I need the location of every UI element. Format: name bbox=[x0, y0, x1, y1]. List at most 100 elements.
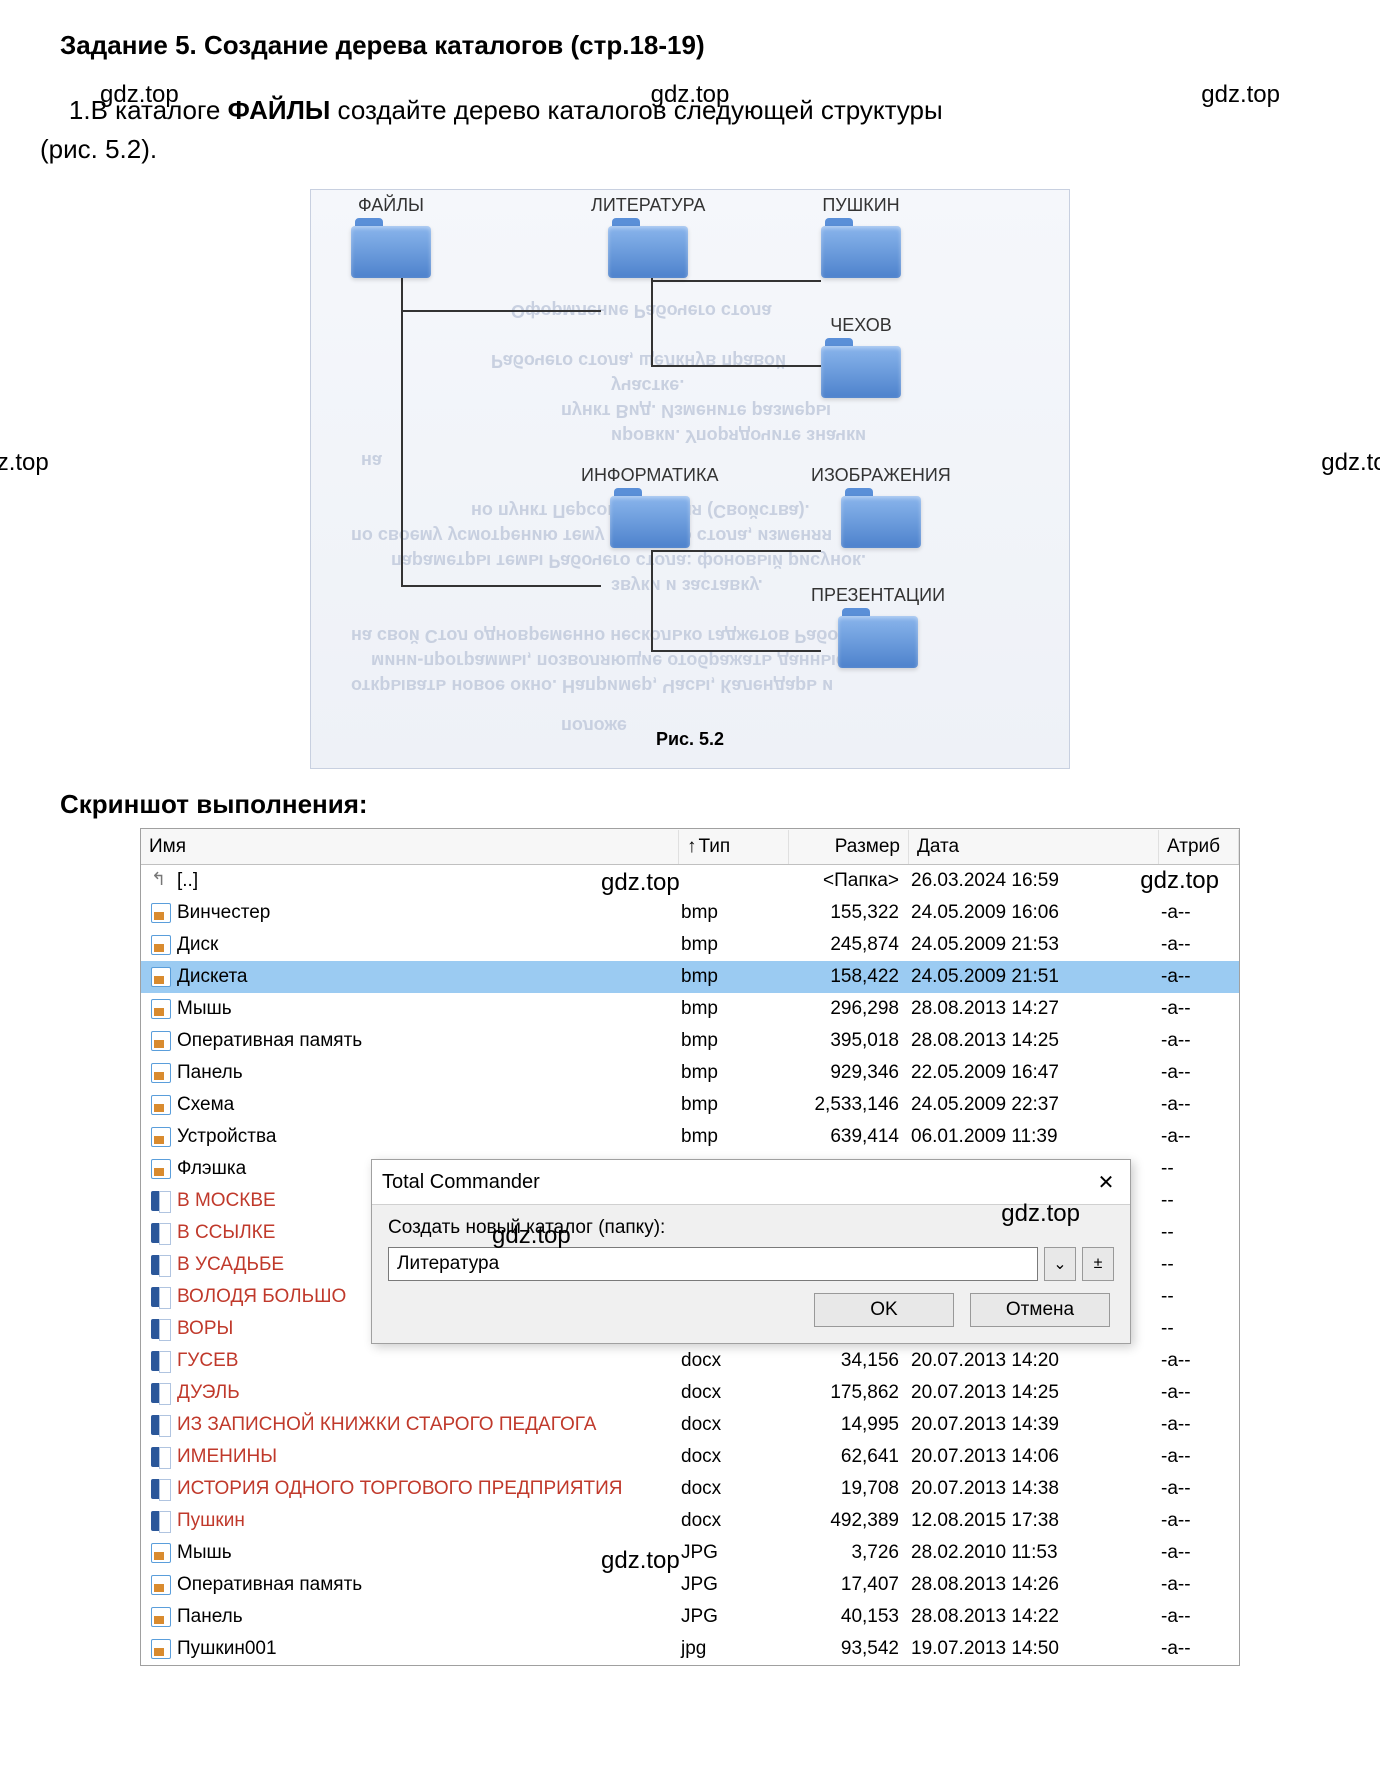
file-row[interactable]: ИСТОРИЯ ОДНОГО ТОРГОВОГО ПРЕДПРИЯТИЯdocx… bbox=[141, 1473, 1239, 1505]
file-row[interactable]: Панельbmp929,34622.05.2009 16:47-a-- bbox=[141, 1057, 1239, 1089]
file-name-cell: Оперативная память bbox=[145, 1571, 675, 1599]
watermark-text: gdz.top bbox=[1201, 81, 1280, 109]
file-attr-cell: -a-- bbox=[1155, 1475, 1235, 1503]
file-manager-panel: Имя Тип Размер Дата Атриб [..]<Папка>26.… bbox=[140, 828, 1240, 1666]
docx-icon bbox=[151, 1255, 171, 1275]
file-size-cell: 175,862 bbox=[785, 1379, 905, 1407]
file-name-cell: ИЗ ЗАПИСНОЙ КНИЖКИ СТАРОГО ПЕДАГОГА bbox=[145, 1411, 675, 1439]
folder-icon bbox=[841, 488, 921, 548]
file-ext-cell: bmp bbox=[675, 1123, 785, 1151]
file-row[interactable]: ИЗ ЗАПИСНОЙ КНИЖКИ СТАРОГО ПЕДАГОГАdocx1… bbox=[141, 1409, 1239, 1441]
bg-text: на свой Стол одновременно несколько гадж… bbox=[351, 625, 877, 646]
file-size-cell: 2,533,146 bbox=[785, 1091, 905, 1119]
file-row[interactable]: Мышьbmp296,29828.08.2013 14:27-a-- bbox=[141, 993, 1239, 1025]
folder-name-input[interactable] bbox=[388, 1247, 1038, 1281]
file-attr-cell: -a-- bbox=[1155, 931, 1235, 959]
file-row[interactable]: Винчестерbmp155,32224.05.2009 16:06-a-- bbox=[141, 897, 1239, 929]
file-name-cell: Схема bbox=[145, 1091, 675, 1119]
file-name-cell: Оперативная память bbox=[145, 1027, 675, 1055]
file-attr-cell: -- bbox=[1155, 1187, 1235, 1215]
bmp-icon bbox=[151, 935, 171, 955]
bmp-icon bbox=[151, 1063, 171, 1083]
header-name[interactable]: Имя bbox=[141, 830, 679, 864]
tree-button[interactable]: ± bbox=[1082, 1247, 1114, 1281]
file-name-cell: Дискета bbox=[145, 963, 675, 991]
bg-text: мини-программы, позволяющие отображать д… bbox=[371, 650, 846, 671]
file-attr-cell: -a-- bbox=[1155, 1123, 1235, 1151]
file-name-cell: Панель bbox=[145, 1603, 675, 1631]
dialog-title-text: Total Commander bbox=[382, 1171, 540, 1194]
file-ext-cell: docx bbox=[675, 1411, 785, 1439]
docx-icon bbox=[151, 1223, 171, 1243]
folder-icon bbox=[821, 338, 901, 398]
file-date-cell: 22.05.2009 16:47 bbox=[905, 1059, 1155, 1087]
file-name-text: В МОСКВЕ bbox=[177, 1190, 276, 1212]
file-ext-cell: docx bbox=[675, 1379, 785, 1407]
file-row[interactable]: Оперативная памятьJPG17,40728.08.2013 14… bbox=[141, 1569, 1239, 1601]
file-size-cell: 62,641 bbox=[785, 1443, 905, 1471]
bg-text: открывать новое окно. Например, Часы, Ка… bbox=[351, 675, 833, 696]
file-ext-cell: docx bbox=[675, 1443, 785, 1471]
dialog-input-row: ⌄ ± bbox=[388, 1247, 1114, 1281]
file-row[interactable]: ИМЕНИНЫdocx62,64120.07.2013 14:06-a-- bbox=[141, 1441, 1239, 1473]
file-name-text: ИСТОРИЯ ОДНОГО ТОРГОВОГО ПРЕДПРИЯТИЯ bbox=[177, 1478, 622, 1500]
connector bbox=[651, 275, 653, 365]
file-date-cell: 06.01.2009 11:39 bbox=[905, 1123, 1155, 1151]
folder-label: ФАЙЛЫ bbox=[358, 195, 424, 216]
file-row[interactable]: Оперативная памятьbmp395,01828.08.2013 1… bbox=[141, 1025, 1239, 1057]
file-size-cell: 395,018 bbox=[785, 1027, 905, 1055]
file-attr-cell: -a-- bbox=[1155, 963, 1235, 991]
file-name-text: Панель bbox=[177, 1062, 243, 1084]
file-row[interactable]: Пушкинdocx492,38912.08.2015 17:38-a-- bbox=[141, 1505, 1239, 1537]
bmp-icon bbox=[151, 999, 171, 1019]
cancel-button[interactable]: Отмена bbox=[970, 1293, 1110, 1327]
file-attr-cell: -- bbox=[1155, 1283, 1235, 1311]
bmp-icon bbox=[151, 1159, 171, 1179]
file-name-text: ВОРЫ bbox=[177, 1318, 233, 1340]
file-attr-cell: -a-- bbox=[1155, 1379, 1235, 1407]
file-name-cell: Мышь bbox=[145, 1539, 675, 1567]
file-ext-cell: JPG bbox=[675, 1539, 785, 1567]
file-row[interactable]: ПанельJPG40,15328.08.2013 14:22-a-- bbox=[141, 1601, 1239, 1633]
watermark-text: gdz.top bbox=[1140, 867, 1219, 895]
dialog-close-button[interactable]: ✕ bbox=[1092, 1168, 1120, 1196]
connector bbox=[651, 550, 653, 650]
file-size-cell: <Папка> bbox=[785, 867, 905, 895]
header-date[interactable]: Дата bbox=[909, 830, 1159, 864]
task-text-line2: (рис. 5.2). bbox=[40, 134, 157, 164]
ok-button[interactable]: OK bbox=[814, 1293, 954, 1327]
file-date-cell: 28.08.2013 14:26 bbox=[905, 1571, 1155, 1599]
file-attr-cell: -a-- bbox=[1155, 1571, 1235, 1599]
file-row[interactable]: Схемаbmp2,533,14624.05.2009 22:37-a-- bbox=[141, 1089, 1239, 1121]
file-list-header[interactable]: Имя Тип Размер Дата Атриб bbox=[141, 829, 1239, 865]
file-attr-cell: -- bbox=[1155, 1315, 1235, 1343]
file-row[interactable]: Дискетаbmp158,42224.05.2009 21:51-a-- bbox=[141, 961, 1239, 993]
folder-literature: ЛИТЕРАТУРА bbox=[591, 195, 705, 278]
file-date-cell: 24.05.2009 22:37 bbox=[905, 1091, 1155, 1119]
header-size[interactable]: Размер bbox=[789, 830, 909, 864]
file-attr-cell: -- bbox=[1155, 1219, 1235, 1247]
file-row[interactable]: Дискbmp245,87424.05.2009 21:53-a-- bbox=[141, 929, 1239, 961]
file-attr-cell: -a-- bbox=[1155, 1507, 1235, 1535]
file-row[interactable]: МышьJPG3,72628.02.2010 11:53-a-- bbox=[141, 1537, 1239, 1569]
file-row[interactable]: Устройстваbmp639,41406.01.2009 11:39-a-- bbox=[141, 1121, 1239, 1153]
file-row[interactable]: Пушкин001jpg93,54219.07.2013 14:50-a-- bbox=[141, 1633, 1239, 1665]
file-row[interactable]: ДУЭЛЬdocx175,86220.07.2013 14:25-a-- bbox=[141, 1377, 1239, 1409]
file-size-cell: 492,389 bbox=[785, 1507, 905, 1535]
file-row[interactable]: [..]<Папка>26.03.2024 16:59 bbox=[141, 865, 1239, 897]
file-name-text: ИМЕНИНЫ bbox=[177, 1446, 277, 1468]
dropdown-button[interactable]: ⌄ bbox=[1044, 1247, 1076, 1281]
folder-icon bbox=[610, 488, 690, 548]
file-row[interactable]: ГУСЕВdocx34,15620.07.2013 14:20-a-- bbox=[141, 1345, 1239, 1377]
file-size-cell: 296,298 bbox=[785, 995, 905, 1023]
watermark-text: gdz.top bbox=[601, 869, 680, 897]
bmp-icon bbox=[151, 967, 171, 987]
file-attr-cell: -- bbox=[1155, 1155, 1235, 1183]
file-name-text: ИЗ ЗАПИСНОЙ КНИЖКИ СТАРОГО ПЕДАГОГА bbox=[177, 1414, 596, 1436]
file-name-cell: Винчестер bbox=[145, 899, 675, 927]
file-ext-cell: bmp bbox=[675, 1027, 785, 1055]
header-type[interactable]: Тип bbox=[679, 830, 789, 864]
header-attr[interactable]: Атриб bbox=[1159, 830, 1239, 864]
file-ext-cell: bmp bbox=[675, 899, 785, 927]
file-name-cell: Диск bbox=[145, 931, 675, 959]
